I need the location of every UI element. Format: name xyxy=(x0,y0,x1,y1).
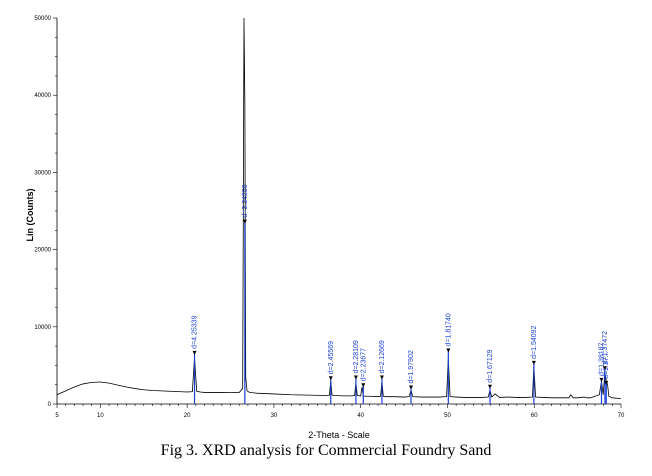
y-tick-label: 0 xyxy=(48,402,52,408)
x-tick-label: 70 xyxy=(618,413,625,419)
y-tick-label: 30000 xyxy=(34,170,51,176)
peak-marker xyxy=(328,376,333,381)
peak-d-label: d=1.37... xyxy=(603,351,610,378)
y-tick-label: 40000 xyxy=(34,93,51,99)
x-tick-label: 5 xyxy=(55,413,59,419)
x-tick-label: 10 xyxy=(97,413,104,419)
peak-marker xyxy=(602,366,607,371)
peak-d-label: d=3.34259 xyxy=(242,184,249,217)
x-axis-label: 2-Theta - Scale xyxy=(308,430,370,440)
peak-marker xyxy=(599,377,604,382)
y-ticks: 0 10000 20000 30000 40000 50000 xyxy=(34,16,57,408)
peak-marker xyxy=(409,385,414,390)
x-ticks: 5 10 20 30 40 50 60 70 xyxy=(55,404,625,419)
y-axis-label: Lin (Counts) xyxy=(25,189,35,242)
peak-d-label: d=1.67129 xyxy=(487,349,494,382)
y-tick-label: 10000 xyxy=(34,325,51,331)
peak-d-label: d=2.28109 xyxy=(353,340,360,373)
peak-d-label: d=1.37472 xyxy=(602,331,609,364)
peak-d-label: d=2.12669 xyxy=(379,340,386,373)
peak-marker xyxy=(531,360,536,365)
x-tick-label: 50 xyxy=(444,413,451,419)
figure-caption: Fig 3. XRD analysis for Commercial Found… xyxy=(160,442,492,459)
peak-marker xyxy=(361,383,366,388)
peak-marker xyxy=(192,350,197,355)
x-tick-label: 20 xyxy=(184,413,191,419)
peak-d-label: d=2.45569 xyxy=(328,341,335,374)
x-tick-label: 40 xyxy=(357,413,364,419)
peak-marker xyxy=(379,375,384,380)
peak-d-label: d=1.38187 xyxy=(598,342,605,375)
x-tick-label: 60 xyxy=(531,413,538,419)
x-tick-label: 30 xyxy=(271,413,278,419)
peak-d-label: d=4.25339 xyxy=(192,315,199,348)
y-tick-label: 50000 xyxy=(34,16,51,22)
peak-marker xyxy=(604,380,609,385)
peak-d-label: d=1.97902 xyxy=(408,350,415,383)
peak-marker xyxy=(446,348,451,353)
y-tick-label: 20000 xyxy=(34,248,51,254)
peak-d-label: d=1.54092 xyxy=(531,325,538,358)
peak-marker xyxy=(242,219,247,224)
peak-marker xyxy=(353,375,358,380)
peak-d-label: d=2.23677 xyxy=(360,348,367,381)
peak-d-label: d=1.81740 xyxy=(445,313,452,346)
peak-marker xyxy=(487,384,492,389)
